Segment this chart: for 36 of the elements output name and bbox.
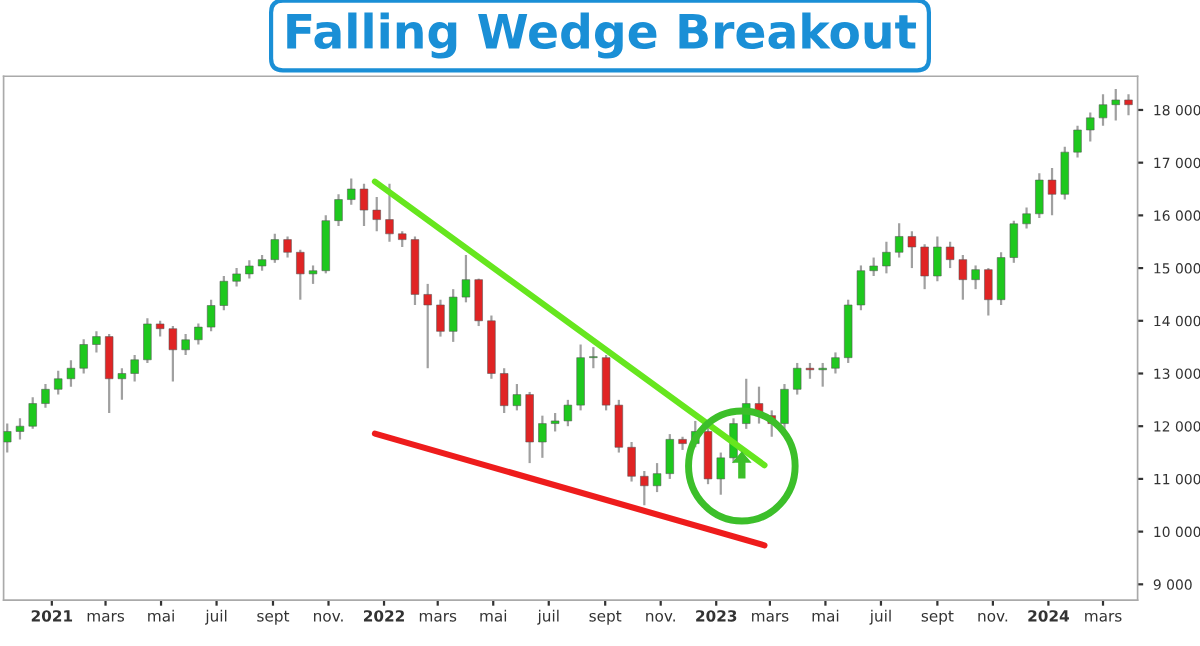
candlestick — [245, 259, 254, 280]
chart-title: Falling Wedge Breakout — [287, 12, 917, 59]
candlestick — [818, 361, 827, 388]
candlestick — [640, 469, 649, 507]
candlestick — [423, 282, 432, 370]
candlestick — [1073, 124, 1082, 159]
candlestick — [525, 390, 534, 465]
candlestick — [627, 440, 636, 483]
candlestick — [882, 240, 891, 275]
candlestick — [194, 322, 203, 346]
candlestick — [576, 343, 585, 412]
candlestick — [1022, 206, 1031, 230]
candlestick — [1124, 93, 1133, 117]
candlestick — [143, 317, 152, 365]
candlestick — [971, 264, 980, 291]
candlestick — [92, 330, 101, 354]
candlestick — [283, 235, 292, 259]
candlestick — [79, 338, 88, 375]
candlestick — [984, 266, 993, 317]
candlestick — [474, 277, 483, 328]
candlestick — [334, 193, 343, 228]
candlestick — [296, 248, 305, 301]
candlestick — [181, 332, 190, 357]
candlestick — [831, 351, 840, 375]
candlestick — [385, 182, 394, 243]
candlestick — [589, 346, 598, 370]
candlestick — [869, 256, 878, 278]
candlestick — [538, 414, 547, 459]
candlestick — [41, 382, 50, 409]
candlestick — [933, 235, 942, 283]
candlestick — [232, 266, 241, 288]
candlestick — [436, 298, 445, 338]
candlestick — [780, 382, 789, 430]
candlestick — [130, 353, 139, 383]
candlestick — [920, 243, 929, 291]
candlestick — [1035, 172, 1044, 220]
